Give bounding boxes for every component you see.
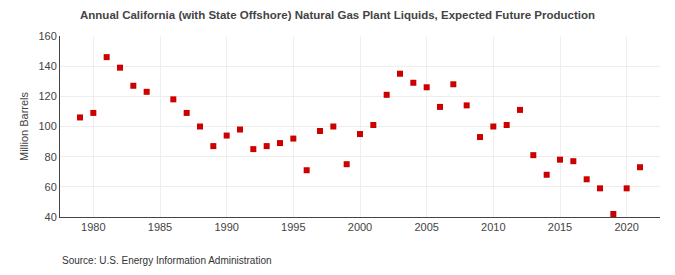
svg-text:2005: 2005 — [414, 221, 438, 233]
svg-text:1995: 1995 — [281, 221, 305, 233]
svg-text:2010: 2010 — [481, 221, 505, 233]
svg-text:2020: 2020 — [614, 221, 638, 233]
svg-text:80: 80 — [45, 151, 57, 163]
svg-text:40: 40 — [45, 211, 57, 223]
svg-text:100: 100 — [38, 120, 56, 132]
svg-text:2000: 2000 — [348, 221, 372, 233]
svg-text:1990: 1990 — [214, 221, 238, 233]
svg-text:120: 120 — [38, 90, 56, 102]
svg-text:Source: U.S. Energy Informatio: Source: U.S. Energy Information Administ… — [62, 255, 272, 266]
svg-text:2015: 2015 — [548, 221, 572, 233]
svg-text:1985: 1985 — [148, 221, 172, 233]
svg-text:Annual California (with State: Annual California (with State Offshore) … — [80, 9, 595, 21]
svg-text:160: 160 — [38, 30, 56, 42]
svg-text:Million Barrels: Million Barrels — [18, 91, 30, 161]
svg-text:140: 140 — [38, 60, 56, 72]
svg-text:1980: 1980 — [81, 221, 105, 233]
svg-text:60: 60 — [45, 181, 57, 193]
